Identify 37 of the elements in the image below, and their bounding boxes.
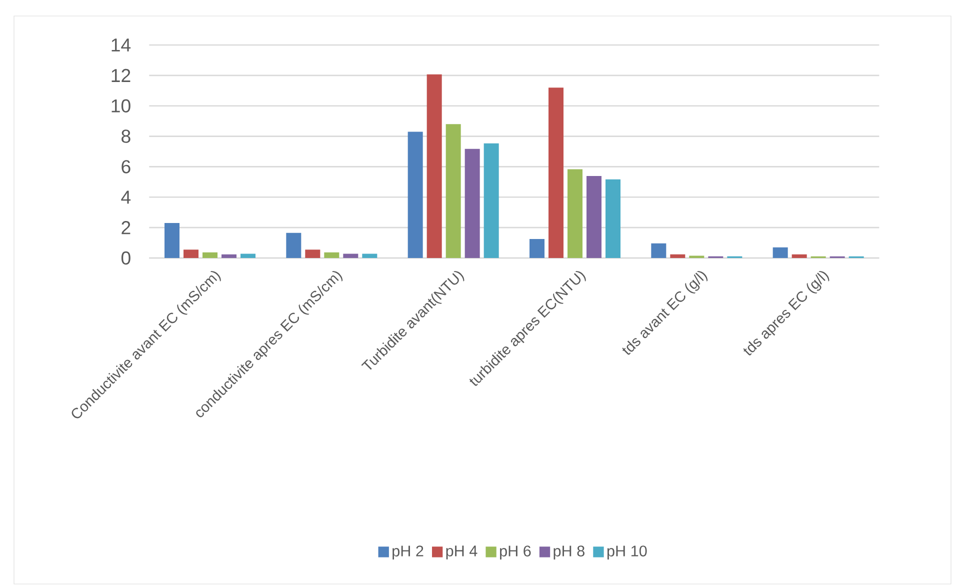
y-tick-label: 4 <box>121 190 131 204</box>
bar <box>305 250 320 258</box>
y-tick-label: 12 <box>112 68 130 82</box>
legend-label: pH 2 <box>392 546 424 560</box>
bar <box>670 254 686 258</box>
bar <box>408 132 423 258</box>
bar <box>586 176 602 258</box>
bar <box>362 254 378 258</box>
bar <box>426 74 442 258</box>
bar <box>484 143 499 258</box>
bar <box>164 223 180 258</box>
legend-label: pH 8 <box>554 546 584 560</box>
y-tick-label: 6 <box>122 160 130 174</box>
bar <box>651 243 666 258</box>
bar <box>202 252 218 258</box>
bar <box>324 252 340 258</box>
bar <box>222 254 236 258</box>
y-tick-label: 8 <box>122 130 130 143</box>
bar <box>568 169 582 258</box>
bar <box>446 124 461 258</box>
legend-label: pH 6 <box>500 546 531 560</box>
legend-label: pH 4 <box>446 546 478 560</box>
y-tick-label: 10 <box>112 99 130 112</box>
bar <box>772 247 788 258</box>
bar <box>240 254 256 258</box>
y-tick-label: 2 <box>122 221 130 234</box>
bar <box>464 148 480 258</box>
bar <box>530 238 544 258</box>
bar <box>548 88 564 258</box>
bar <box>343 254 358 258</box>
bar <box>286 232 302 258</box>
bar <box>184 250 198 258</box>
legend-label: pH 10 <box>607 546 647 560</box>
bar <box>606 179 620 258</box>
bar <box>792 254 807 258</box>
y-tick-label: 14 <box>112 38 131 52</box>
y-tick-label: 0 <box>121 251 130 265</box>
